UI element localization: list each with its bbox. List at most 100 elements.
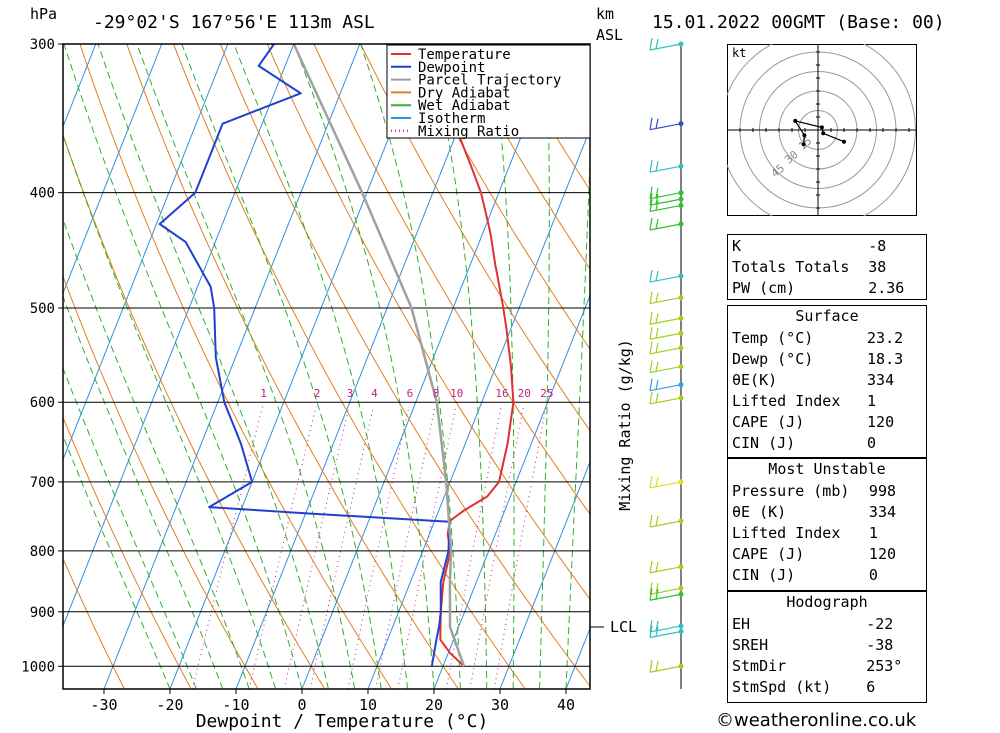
index-value: 334: [868, 502, 897, 521]
index-row: EH -22: [728, 613, 926, 634]
isotherm-line: [235, 44, 493, 689]
hodograph-title: Hodograph: [786, 593, 868, 611]
datetime-title: 15.01.2022 00GMT (Base: 00): [652, 12, 945, 33]
index-row: CIN (J) 0: [728, 432, 926, 453]
dry-adiabat-line: [360, 44, 590, 432]
most-unstable-title: Most Unstable: [768, 460, 886, 478]
isotherm-line: [367, 127, 590, 689]
dry-adiabat-line: [219, 44, 590, 688]
wet-adiabat-line: [539, 44, 550, 689]
mixing-ratio-label: 8: [433, 387, 440, 400]
y-tick-label: 300: [30, 37, 55, 53]
wind-barb: [649, 660, 684, 673]
isotherm-line: [499, 460, 590, 689]
dry-adiabat-line: [79, 44, 393, 689]
mixing-ratio-label: 3: [347, 387, 354, 400]
dry-adiabat-line: [63, 416, 192, 689]
index-value: 2.36: [868, 278, 905, 297]
mixing-ratio-line: [445, 406, 502, 689]
y-tick-label: 900: [30, 605, 55, 621]
wind-barb: [649, 619, 684, 633]
index-box-top: K -8 Totals Totals 38 PW (cm) 2.36: [727, 234, 927, 300]
index-row: PW (cm) 2.36: [728, 277, 926, 298]
x-tick-label: 0: [297, 696, 306, 714]
index-row: CIN (J) 0: [728, 564, 926, 585]
index-row: K -8: [728, 235, 926, 256]
dry-adiabat-line: [453, 44, 590, 270]
index-label: Lifted Index: [732, 523, 841, 542]
dry-adiabat-line: [313, 44, 590, 515]
index-value: 120: [867, 412, 895, 431]
y-tick-label: 1000: [21, 659, 55, 675]
legend-label: Temperature: [418, 47, 511, 63]
index-label: Temp (°C): [732, 328, 814, 347]
wind-barb: [649, 514, 684, 528]
isotherm-line: [169, 44, 427, 689]
index-value: 120: [868, 544, 897, 563]
hodograph-point: [802, 133, 807, 138]
index-value: 0: [868, 565, 878, 584]
isotherm-line: [63, 44, 229, 461]
dewpoint-profile: [158, 44, 451, 667]
index-row: StmDir 253°: [728, 655, 926, 676]
isotherm-line: [63, 44, 163, 295]
y-tick-label: 700: [30, 475, 55, 491]
wind-barb: [649, 560, 684, 574]
index-row: SREH -38: [728, 634, 926, 655]
wind-barb: [649, 269, 684, 283]
index-value: -38: [866, 635, 894, 654]
lcl-label: LCL: [610, 618, 637, 636]
wet-adiabat-line: [233, 44, 409, 689]
y-tick-label: 600: [30, 395, 55, 411]
mixing-ratio-line: [493, 406, 547, 689]
mixing-ratio-label: 2: [314, 387, 321, 400]
index-row: θE(K) 334: [728, 369, 926, 390]
isotherm-line: [433, 294, 590, 689]
hodograph-point: [821, 131, 826, 136]
mixing-ratio-line: [283, 406, 350, 689]
legend-label: Wet Adiabat: [418, 98, 511, 114]
index-label: Lifted Index: [732, 391, 841, 410]
y-tick-label: 500: [30, 301, 55, 317]
index-label: CIN (J): [732, 433, 796, 452]
x-tick-label: 20: [425, 696, 443, 714]
wind-barb: [649, 160, 684, 173]
wet-adiabat-line: [63, 434, 171, 689]
hodograph-point: [793, 118, 798, 123]
wet-adiabat-line: [491, 44, 515, 689]
plot-frame: [62, 43, 591, 690]
index-row: Lifted Index 1: [728, 390, 926, 411]
dry-adiabat-line: [63, 133, 326, 689]
wind-barb: [649, 625, 684, 639]
hodograph-point: [842, 139, 846, 144]
index-label: CAPE (J): [732, 544, 805, 563]
index-value: 1: [867, 391, 877, 410]
mixing-ratio-label: 20: [518, 387, 531, 400]
wet-adiabat-line: [428, 44, 488, 689]
mixing-ratio-line: [248, 406, 317, 689]
credit-link[interactable]: ©weatheronline.co.uk: [716, 710, 917, 731]
hodograph-box: Hodograph EH -22 SREH -38 StmDir 253° StmSpd (…: [727, 591, 927, 703]
wind-barbs: [649, 37, 684, 689]
x-tick-label: -20: [156, 696, 183, 714]
index-row: Temp (°C) 23.2: [728, 327, 926, 348]
dry-adiabat-line: [63, 557, 125, 689]
index-label: StmSpd (kt): [732, 677, 832, 696]
index-value: 23.2: [867, 328, 904, 347]
wind-barb: [649, 312, 684, 325]
index-value: -8: [868, 236, 887, 255]
index-label: CIN (J): [732, 565, 796, 584]
wet-adiabat-line: [136, 44, 356, 689]
index-row: Lifted Index 1: [728, 522, 926, 543]
wind-barb: [649, 37, 684, 51]
wind-barb: [649, 186, 684, 200]
index-label: StmDir: [732, 656, 787, 675]
index-label: Totals Totals: [732, 257, 850, 276]
wind-barb: [649, 199, 684, 213]
index-value: 38: [868, 257, 887, 276]
index-value: 0: [867, 433, 877, 452]
location-title: -29°02'S 167°56'E 113m ASL: [93, 12, 375, 33]
x-tick-label: -10: [222, 696, 249, 714]
